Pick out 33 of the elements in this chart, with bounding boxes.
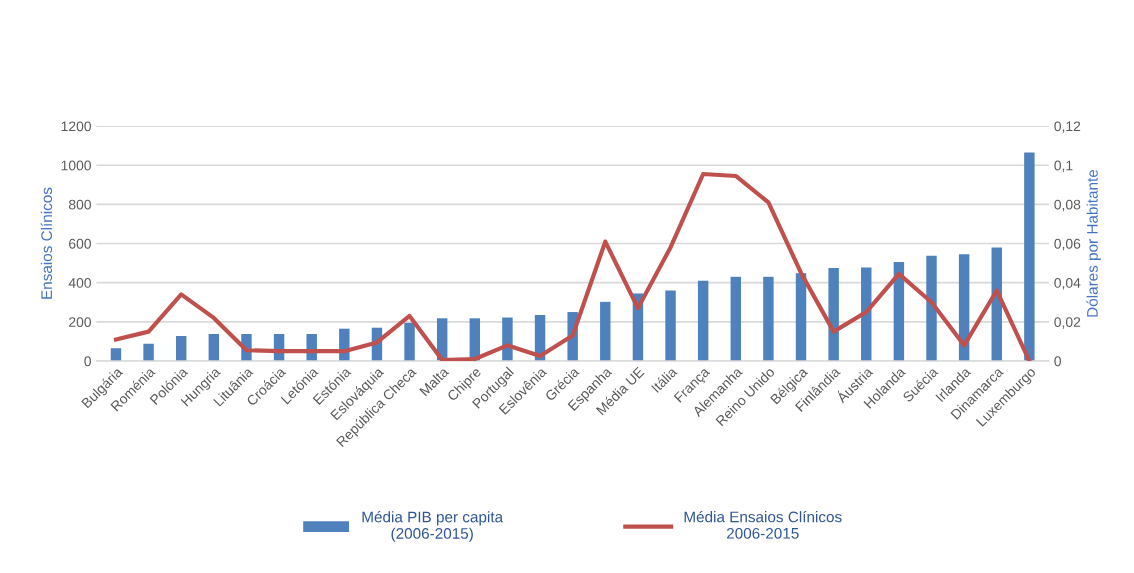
bar [763,276,774,361]
bar [175,335,187,361]
bar [143,343,154,361]
bar [110,348,122,361]
bar [697,280,709,361]
y-tick-label: 600 [69,238,91,249]
y2-tick-label: 0 [1054,356,1061,367]
y-tick-label: 0 [84,356,91,367]
bar [600,301,611,361]
y2-tick-label: 0,02 [1054,317,1081,329]
y2-axis-title: Dólares por Habitante [1086,169,1101,317]
legend-label: Média Ensaios Clínicos 2006-2015 [684,510,842,539]
bar [208,333,220,361]
bar [795,273,807,361]
legend-label: Média PIB per capita (2006-2015) [362,511,504,542]
y-tick-label: 1000 [61,160,91,171]
y2-tick-label: 0,12 [1054,121,1081,133]
y-tick-label: 400 [68,278,91,288]
bar [665,290,676,361]
bar [926,255,937,361]
y2-tick-label: 0,06 [1054,238,1081,251]
y-tick-label: 200 [69,317,91,327]
y-tick-label: 800 [68,199,91,210]
y2-tick-label: 0,1 [1054,160,1073,173]
y2-tick-label: 0,04 [1054,278,1081,290]
line-series [113,171,1032,361]
y-tick-label: 1200 [61,121,91,132]
bar [730,276,741,361]
bar [828,268,839,361]
y-axis-title: Ensaios Clínicos [40,187,53,299]
bar [404,322,415,361]
y2-tick-label: 0,08 [1054,199,1081,212]
bar [1024,152,1035,361]
